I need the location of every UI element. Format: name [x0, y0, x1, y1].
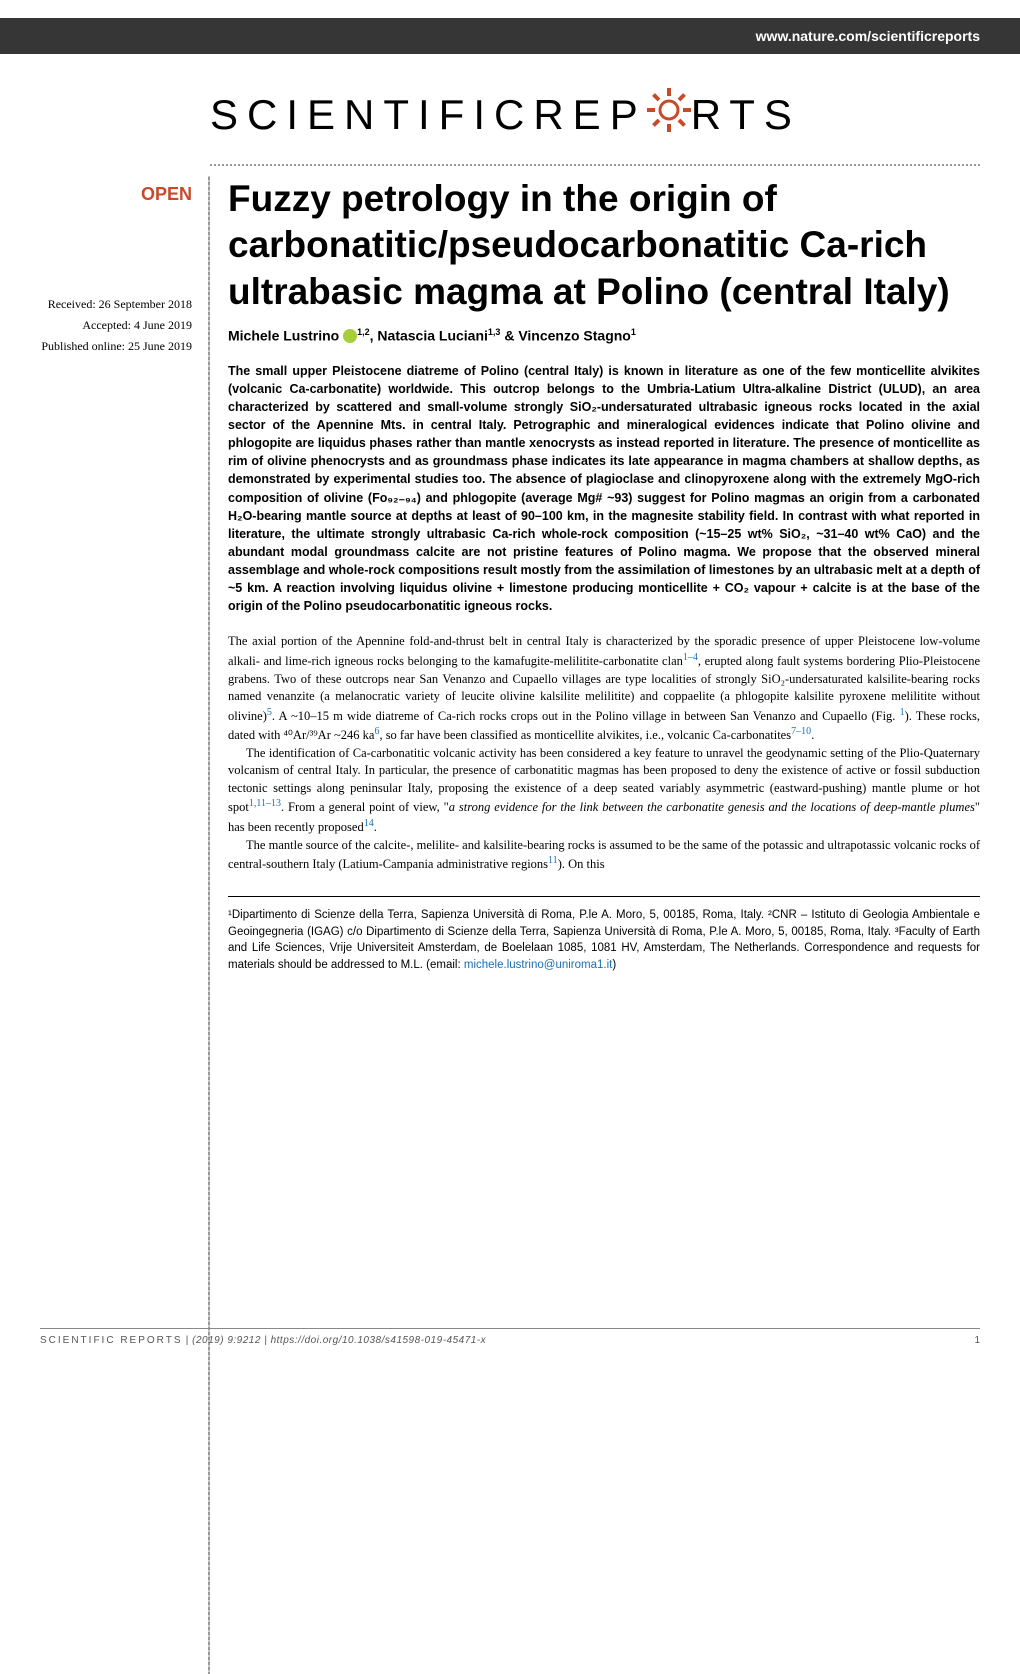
author-3: & Vincenzo Stagno: [500, 327, 630, 343]
page-footer: SCIENTIFIC REPORTS | (2019) 9:9212 | htt…: [40, 1328, 980, 1346]
ref-link[interactable]: 1,11–13: [249, 798, 281, 809]
abstract: The small upper Pleistocene diatreme of …: [228, 362, 980, 616]
ref-link[interactable]: 14: [364, 818, 374, 829]
date-accepted: Accepted: 4 June 2019: [40, 316, 192, 335]
footer-citation: SCIENTIFIC REPORTS | (2019) 9:9212 | htt…: [40, 1335, 486, 1346]
ref-link[interactable]: 7–10: [791, 726, 811, 737]
author-3-affil: 1: [631, 327, 636, 337]
author-1-affil: 1,2: [357, 327, 370, 337]
gear-icon: [643, 84, 695, 146]
author-1: Michele Lustrino: [228, 327, 339, 343]
date-published: Published online: 25 June 2019: [40, 337, 192, 356]
author-2: , Natascia Luciani: [370, 327, 488, 343]
content-wrap: OPEN Received: 26 September 2018 Accepte…: [0, 166, 1020, 974]
logo-text-3: RTS: [691, 91, 801, 139]
right-column: Fuzzy petrology in the origin of carbona…: [210, 176, 980, 974]
orcid-icon[interactable]: [343, 329, 357, 343]
logo-text-1: SCIENTIFIC: [210, 91, 533, 139]
page-number: 1: [974, 1335, 980, 1346]
author-2-affil: 1,3: [488, 327, 501, 337]
article-title: Fuzzy petrology in the origin of carbona…: [228, 176, 980, 315]
ref-link[interactable]: 1–4: [683, 652, 698, 663]
logo-text-2: REP: [533, 91, 646, 139]
open-access-badge: OPEN: [40, 184, 192, 205]
body-p1: The axial portion of the Apennine fold-a…: [228, 633, 980, 744]
corresponding-email[interactable]: michele.lustrino@uniroma1.it: [464, 959, 612, 971]
authors-line: Michele Lustrino 1,2, Natascia Luciani1,…: [228, 327, 980, 344]
header-url: www.nature.com/scientificreports: [756, 28, 980, 44]
publication-dates: Received: 26 September 2018 Accepted: 4 …: [40, 295, 192, 357]
journal-logo: SCIENTIFIC REP RTS: [210, 84, 980, 146]
date-received: Received: 26 September 2018: [40, 295, 192, 314]
affiliation-divider: [228, 896, 980, 897]
vertical-dots: [208, 176, 210, 1674]
footer-journal: SCIENTIFIC REPORTS: [40, 1335, 183, 1346]
header-banner: www.nature.com/scientificreports: [0, 18, 1020, 54]
ref-link[interactable]: 11: [548, 855, 558, 866]
left-column: OPEN Received: 26 September 2018 Accepte…: [0, 176, 210, 974]
affiliations: ¹Dipartimento di Scienze della Terra, Sa…: [228, 907, 980, 974]
body-text: The axial portion of the Apennine fold-a…: [228, 633, 980, 873]
body-p3: The mantle source of the calcite-, melil…: [228, 837, 980, 874]
body-p2: The identification of Ca-carbonatitic vo…: [228, 745, 980, 837]
